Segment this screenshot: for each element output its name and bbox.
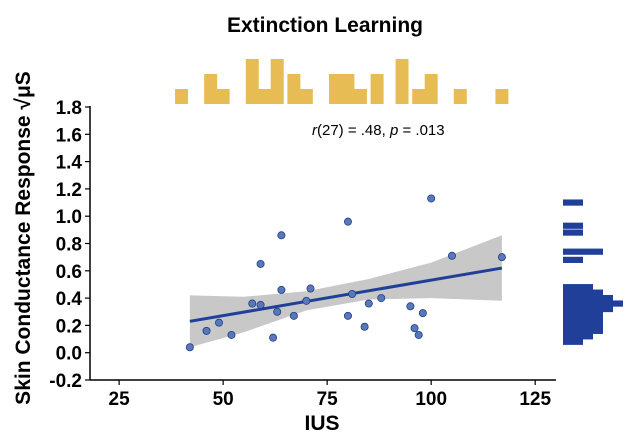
marginal-y-bar <box>563 199 583 206</box>
marginal-y-bar <box>563 295 613 302</box>
data-point-7 <box>256 259 265 268</box>
y-tick-label: 1.0 <box>56 207 82 228</box>
data-points <box>185 194 506 352</box>
marginal-x-bar <box>412 89 426 104</box>
data-point-15 <box>343 311 352 320</box>
data-point-1 <box>185 343 194 352</box>
y-tick-label: 0.6 <box>56 262 82 283</box>
y-tick-label: 1.8 <box>56 98 82 119</box>
data-point-8 <box>269 333 278 342</box>
data-point-27 <box>497 253 506 262</box>
marginal-x-bar <box>175 89 189 104</box>
marginal-x-bar <box>353 89 367 104</box>
marginal-y-bar <box>563 248 603 255</box>
data-point-13 <box>302 296 311 305</box>
marginal-x-bar <box>424 74 438 104</box>
y-tick-label: -0.2 <box>49 371 82 392</box>
marginal-x-histogram <box>175 59 509 104</box>
marginal-x-bar <box>395 59 409 104</box>
marginal-y-bar <box>563 256 583 263</box>
marginal-y-bar <box>563 322 603 329</box>
data-point-14 <box>306 284 315 293</box>
data-point-5 <box>248 299 257 308</box>
marginal-y-bar <box>563 222 583 229</box>
data-point-11 <box>277 231 286 240</box>
marginal-y-bar <box>563 333 593 340</box>
data-point-6 <box>256 300 265 309</box>
axes: -0.2 0.0 0.2 0.4 0.6 0.8 1.0 1.2 1.4 1.6 1.8 25 50 7… <box>49 98 556 410</box>
y-tick-label: 1.4 <box>56 153 83 174</box>
regression-line <box>189 266 503 323</box>
marginal-y-bar <box>563 229 583 236</box>
marginal-x-bar <box>204 74 218 104</box>
data-point-3 <box>214 318 223 327</box>
y-tick-label: 0.8 <box>56 235 82 256</box>
data-point-24 <box>418 309 427 318</box>
marginal-y-bar <box>563 284 593 291</box>
marginal-x-bar <box>270 59 284 104</box>
data-point-17 <box>348 290 357 299</box>
marginal-y-bar <box>563 316 603 324</box>
marginal-x-bar <box>216 89 230 104</box>
x-tick-label: 50 <box>213 389 234 410</box>
marginal-x-bar <box>453 89 467 104</box>
y-tick-label: 0.4 <box>56 289 83 310</box>
marginal-x-bar <box>287 74 301 104</box>
x-axis-ticks: 25 50 75 100 125 <box>109 380 551 410</box>
chart-title: Extinction Learning <box>227 14 423 37</box>
data-point-23 <box>414 330 423 339</box>
data-point-16 <box>343 217 352 226</box>
marginal-x-bar <box>328 74 342 104</box>
marginal-y-bar <box>563 311 603 318</box>
y-axis-title: Skin Conductance Response √μS <box>12 71 35 405</box>
marginal-y-bar <box>563 300 623 307</box>
x-tick-label: 25 <box>109 389 131 410</box>
data-point-12 <box>289 311 298 320</box>
p-symbol: p <box>389 122 398 139</box>
r-symbol: r <box>312 122 318 139</box>
marginal-x-bar <box>245 59 259 104</box>
y-tick-label: 1.6 <box>56 125 82 146</box>
marginal-x-bar <box>370 74 384 104</box>
marginal-y-bar <box>563 338 583 345</box>
data-point-10 <box>277 285 286 294</box>
marginal-x-bar <box>299 89 313 104</box>
marginal-y-bar <box>563 289 603 296</box>
data-point-26 <box>447 251 456 260</box>
marginal-y-bar <box>563 327 603 334</box>
marginal-x-bar <box>258 89 272 104</box>
data-point-4 <box>227 330 236 339</box>
data-point-18 <box>360 322 369 331</box>
confidence-band <box>189 235 502 348</box>
marginal-x-bar <box>495 89 509 104</box>
marginal-y-histogram <box>563 199 623 345</box>
y-tick-label: 0.2 <box>56 316 82 337</box>
data-point-25 <box>427 194 436 203</box>
plot-area <box>185 194 506 352</box>
data-point-19 <box>364 299 373 308</box>
r-statistic: (27) = .48, <box>317 122 390 139</box>
correlation-annotation: r(27) = .48, p = .013 <box>312 122 445 139</box>
data-point-20 <box>377 294 386 303</box>
y-axis-ticks: -0.2 0.0 0.2 0.4 0.6 0.8 1.0 1.2 1.4 1.6 1.8 <box>49 98 90 392</box>
x-tick-label: 100 <box>415 389 447 410</box>
p-statistic: = .013 <box>398 122 444 139</box>
x-axis-title: IUS <box>304 412 339 434</box>
data-point-22 <box>410 324 419 333</box>
data-point-9 <box>273 307 282 316</box>
marginal-y-bar <box>563 305 613 313</box>
marginal-x-bar <box>341 74 355 104</box>
y-tick-label: 1.2 <box>56 180 82 201</box>
x-tick-label: 125 <box>519 389 551 410</box>
data-point-21 <box>406 302 415 311</box>
data-point-2 <box>202 326 211 335</box>
x-tick-label: 75 <box>317 389 339 410</box>
y-tick-label: 0.0 <box>56 344 82 365</box>
